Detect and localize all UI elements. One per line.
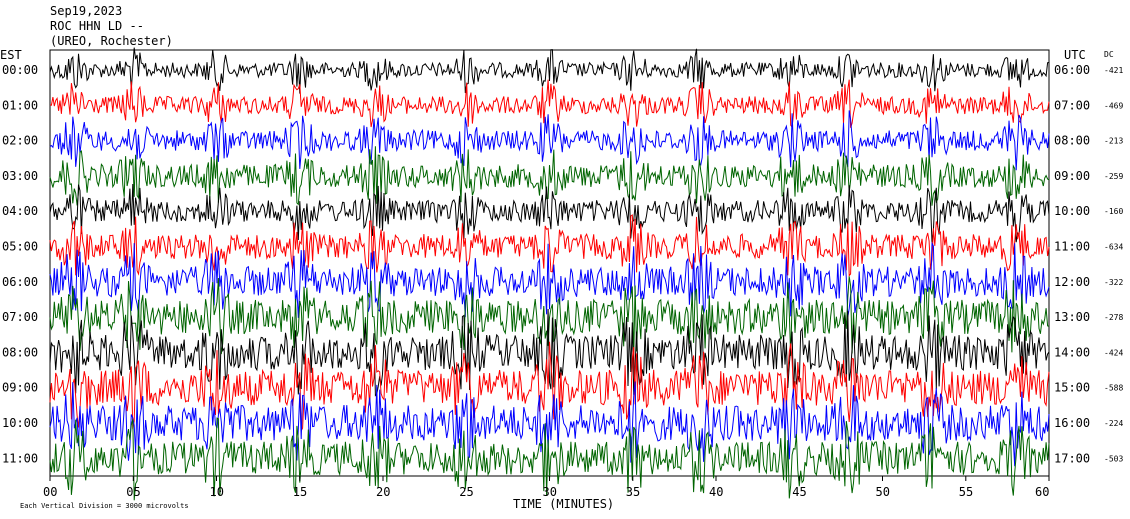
row-dc-value: -213 bbox=[1104, 137, 1123, 146]
row-label-est: 08:00 bbox=[2, 345, 38, 359]
row-label-utc: 13:00 bbox=[1054, 310, 1090, 324]
row-dc-value: -469 bbox=[1104, 101, 1123, 110]
row-label-utc: 14:00 bbox=[1054, 345, 1090, 359]
row-label-layer: 00:00 06:00 -421 01:00 07:00 -469 02:00 08:00 -2… bbox=[2, 63, 1123, 465]
row-label-utc: 11:00 bbox=[1054, 240, 1090, 254]
x-tick-label: 60 bbox=[1035, 485, 1049, 499]
x-tick-label: 30 bbox=[543, 485, 557, 499]
x-tick-label: 20 bbox=[376, 485, 390, 499]
row-dc-value: -588 bbox=[1104, 384, 1123, 393]
x-tick-label: 45 bbox=[792, 485, 806, 499]
row-label-est: 07:00 bbox=[2, 310, 38, 324]
x-tick-label: 10 bbox=[210, 485, 224, 499]
x-tick-label: 55 bbox=[959, 485, 973, 499]
row-dc-value: -503 bbox=[1104, 454, 1123, 463]
row-label-utc: 08:00 bbox=[1054, 134, 1090, 148]
row-label-est: 10:00 bbox=[2, 416, 38, 430]
trace-row-0500 bbox=[49, 214, 1050, 277]
row-dc-value: -224 bbox=[1104, 419, 1123, 428]
row-label-est: 11:00 bbox=[2, 451, 38, 465]
x-tick-layer: 00 05 10 15 20 25 30 35 40 45 50 55 60 bbox=[43, 476, 1050, 499]
row-label-est: 04:00 bbox=[2, 204, 38, 218]
row-dc-value: -424 bbox=[1104, 348, 1123, 357]
right-axis-title: UTC bbox=[1064, 48, 1086, 62]
trace-row-0200 bbox=[49, 110, 1050, 171]
chart-channel: ROC HHN LD -- bbox=[50, 19, 144, 33]
chart-date: Sep19,2023 bbox=[50, 4, 122, 18]
x-axis-title: TIME (MINUTES) bbox=[513, 497, 614, 511]
left-axis-title: EST bbox=[0, 48, 22, 62]
row-dc-value: -421 bbox=[1104, 66, 1123, 75]
x-tick-label: 40 bbox=[709, 485, 723, 499]
x-tick-label: 05 bbox=[126, 485, 140, 499]
row-label-utc: 16:00 bbox=[1054, 416, 1090, 430]
trace-row-0800 bbox=[49, 308, 1050, 397]
row-label-utc: 07:00 bbox=[1054, 98, 1090, 112]
trace-row-0600 bbox=[49, 241, 1050, 318]
row-label-est: 06:00 bbox=[2, 275, 38, 289]
x-tick-label: 35 bbox=[626, 485, 640, 499]
x-tick-label: 00 bbox=[43, 485, 57, 499]
plot-frame bbox=[49, 49, 1050, 477]
row-label-utc: 10:00 bbox=[1054, 204, 1090, 218]
row-dc-value: -278 bbox=[1104, 313, 1123, 322]
row-dc-value: -634 bbox=[1104, 243, 1123, 252]
row-label-utc: 17:00 bbox=[1054, 451, 1090, 465]
row-dc-value: -160 bbox=[1104, 207, 1123, 216]
row-label-est: 05:00 bbox=[2, 240, 38, 254]
row-dc-value: -259 bbox=[1104, 172, 1123, 181]
scale-footnote: Each Vertical Division = 3000 microvolts bbox=[20, 502, 189, 510]
trace-row-0100 bbox=[49, 79, 1050, 129]
row-label-est: 02:00 bbox=[2, 134, 38, 148]
row-dc-value: -322 bbox=[1104, 278, 1123, 287]
row-label-utc: 09:00 bbox=[1054, 169, 1090, 183]
row-label-utc: 12:00 bbox=[1054, 275, 1090, 289]
trace-row-0900 bbox=[49, 341, 1050, 432]
row-label-est: 03:00 bbox=[2, 169, 38, 183]
trace-row-0000 bbox=[49, 47, 1050, 94]
trace-row-0700 bbox=[49, 276, 1050, 360]
row-label-est: 01:00 bbox=[2, 98, 38, 112]
dc-column-title: DC bbox=[1104, 50, 1114, 59]
trace-layer bbox=[49, 47, 1050, 501]
row-label-utc: 06:00 bbox=[1054, 63, 1090, 77]
trace-row-0400 bbox=[49, 183, 1050, 243]
row-label-est: 09:00 bbox=[2, 381, 38, 395]
row-label-utc: 15:00 bbox=[1054, 381, 1090, 395]
x-tick-label: 50 bbox=[876, 485, 890, 499]
chart-station: (UREO, Rochester) bbox=[50, 34, 173, 48]
x-tick-label: 15 bbox=[293, 485, 307, 499]
x-tick-label: 25 bbox=[459, 485, 473, 499]
trace-row-0300 bbox=[49, 146, 1050, 206]
row-label-est: 00:00 bbox=[2, 63, 38, 77]
